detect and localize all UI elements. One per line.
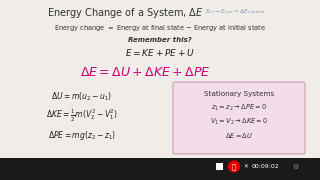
Text: $\Delta U = m(u_2 - u_1)$: $\Delta U = m(u_2 - u_1)$: [52, 91, 113, 103]
Text: Energy Change of a System, $\Delta E$: Energy Change of a System, $\Delta E$: [47, 6, 204, 20]
Text: $E = KE + PE + U$: $E = KE + PE + U$: [125, 48, 195, 58]
Text: ✕: ✕: [244, 165, 248, 170]
Text: ⚙: ⚙: [292, 164, 298, 170]
Text: $\Delta PE = mg(z_2 - z_1)$: $\Delta PE = mg(z_2 - z_1)$: [48, 129, 116, 141]
Text: $\Delta E = \Delta U$: $\Delta E = \Delta U$: [225, 132, 253, 141]
Text: $z_1 = z_2 \rightarrow \Delta PE = 0$: $z_1 = z_2 \rightarrow \Delta PE = 0$: [211, 103, 267, 113]
FancyBboxPatch shape: [173, 82, 305, 154]
Text: Remember this?: Remember this?: [128, 37, 192, 43]
Text: ⏸: ⏸: [232, 164, 236, 170]
Text: $E_{in} - E_{out} = \Delta E_{system}$: $E_{in} - E_{out} = \Delta E_{system}$: [205, 8, 265, 18]
Text: 00:09:02: 00:09:02: [251, 165, 279, 170]
Text: Stationary Systems: Stationary Systems: [204, 91, 274, 97]
Text: $\Delta KE = \frac{1}{2}m(V_2^2 - V_1^2)$: $\Delta KE = \frac{1}{2}m(V_2^2 - V_1^2)…: [46, 108, 118, 124]
Bar: [216, 163, 223, 170]
Circle shape: [228, 161, 239, 172]
Text: $\Delta E = \Delta U + \Delta KE + \Delta PE$: $\Delta E = \Delta U + \Delta KE + \Delt…: [80, 66, 210, 78]
Bar: [0, 158, 320, 180]
Text: $V_1 = V_2 \rightarrow \Delta KE = 0$: $V_1 = V_2 \rightarrow \Delta KE = 0$: [210, 117, 268, 127]
Text: Energy change $=$ Energy at final state $-$ Energy at initial state: Energy change $=$ Energy at final state …: [54, 23, 266, 33]
